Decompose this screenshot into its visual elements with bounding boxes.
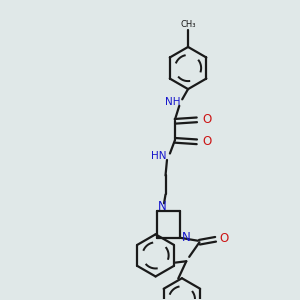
Text: N: N — [182, 231, 191, 244]
Text: CH₃: CH₃ — [180, 20, 196, 29]
Text: HN: HN — [152, 152, 167, 161]
Text: O: O — [202, 135, 212, 148]
Text: O: O — [220, 232, 229, 245]
Text: O: O — [202, 113, 212, 126]
Text: NH: NH — [165, 97, 181, 107]
Text: N: N — [158, 200, 167, 213]
